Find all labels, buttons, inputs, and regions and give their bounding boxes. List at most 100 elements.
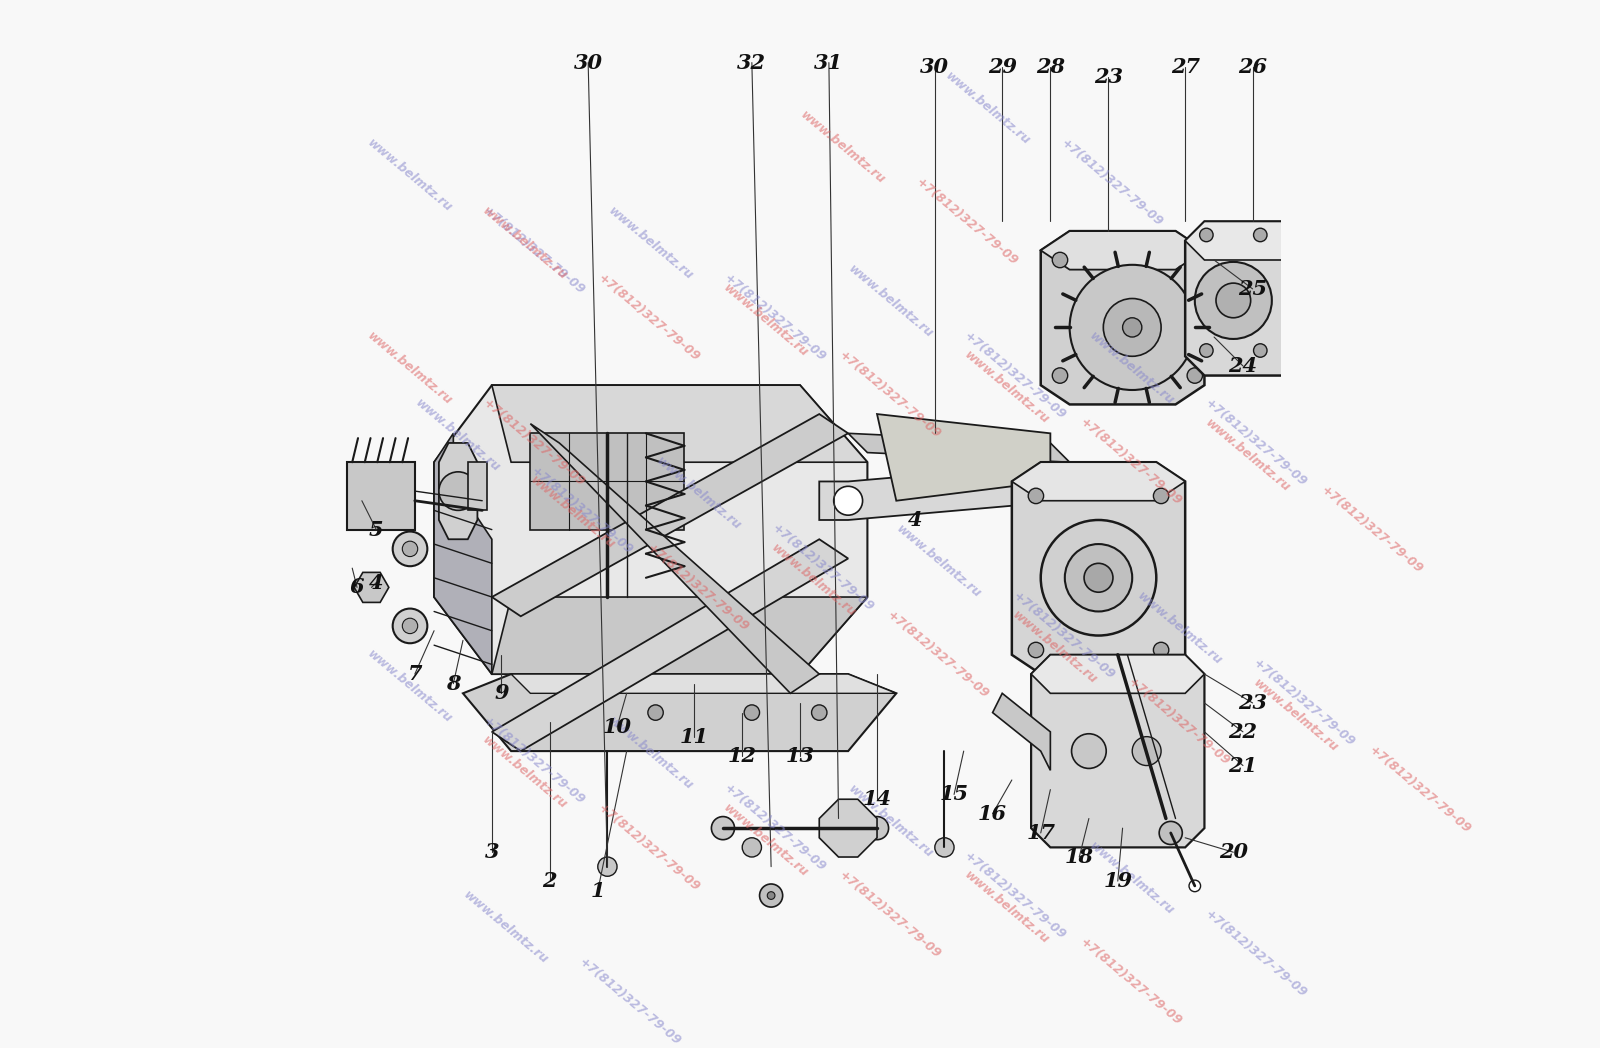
Circle shape [866,816,888,839]
Text: +7(812)327-79-09: +7(812)327-79-09 [1077,936,1184,1029]
Text: +7(812)327-79-09: +7(812)327-79-09 [722,271,829,365]
Text: +7(812)327-79-09: +7(812)327-79-09 [1203,397,1309,489]
Polygon shape [491,540,848,751]
Polygon shape [510,674,896,694]
Circle shape [1058,470,1082,493]
Polygon shape [877,414,1050,501]
Circle shape [1216,283,1251,318]
Text: 29: 29 [987,58,1016,78]
Circle shape [1123,318,1142,337]
Text: 17: 17 [1026,823,1056,843]
Circle shape [1133,737,1162,765]
Text: 30: 30 [574,52,603,72]
Circle shape [402,541,418,556]
Text: 1: 1 [590,880,605,900]
Text: 8: 8 [446,674,461,694]
Polygon shape [530,433,685,529]
Text: 28: 28 [1035,58,1066,78]
Circle shape [598,857,618,876]
Polygon shape [819,462,1070,520]
Text: +7(812)327-79-09: +7(812)327-79-09 [1203,908,1309,1000]
Text: www.belmtz.ru: www.belmtz.ru [480,204,570,283]
Polygon shape [1030,655,1205,848]
Text: www.belmtz.ru: www.belmtz.ru [654,455,744,532]
Circle shape [1072,734,1106,768]
Text: 23: 23 [1238,693,1267,713]
Circle shape [402,618,418,634]
Polygon shape [992,694,1050,770]
Polygon shape [491,597,867,674]
Circle shape [1066,544,1133,611]
Text: +7(812)327-79-09: +7(812)327-79-09 [722,782,829,875]
Polygon shape [1040,232,1205,405]
Text: www.belmtz.ru: www.belmtz.ru [846,262,936,341]
Text: +7(812)327-79-09: +7(812)327-79-09 [1318,483,1426,576]
Polygon shape [819,800,877,857]
Circle shape [1154,488,1170,504]
Text: 24: 24 [1229,356,1258,376]
Circle shape [1053,253,1067,267]
Text: 5: 5 [370,520,384,540]
Text: 23: 23 [1094,67,1123,87]
Text: +7(812)327-79-09: +7(812)327-79-09 [1077,416,1184,508]
Text: +7(812)327-79-09: +7(812)327-79-09 [962,849,1069,942]
Circle shape [1158,822,1182,845]
Text: 11: 11 [680,726,709,746]
Text: 3: 3 [485,843,499,863]
Text: www.belmtz.ru: www.belmtz.ru [770,541,859,619]
Polygon shape [1030,655,1205,694]
Circle shape [1053,368,1067,384]
Text: +7(812)327-79-09: +7(812)327-79-09 [480,204,587,297]
Text: 19: 19 [1104,871,1133,891]
Text: +7(812)327-79-09: +7(812)327-79-09 [1058,137,1165,230]
Text: www.belmtz.ru: www.belmtz.ru [605,715,696,792]
Text: +7(812)327-79-09: +7(812)327-79-09 [595,802,702,894]
Circle shape [1189,880,1200,892]
Polygon shape [491,386,867,462]
Text: +7(812)327-79-09: +7(812)327-79-09 [885,609,992,701]
Polygon shape [354,572,389,603]
Text: www.belmtz.ru: www.belmtz.ru [365,137,454,215]
Circle shape [392,531,427,566]
Circle shape [1187,368,1203,384]
Circle shape [1070,265,1195,390]
Text: www.belmtz.ru: www.belmtz.ru [1010,609,1099,686]
Polygon shape [491,414,848,616]
Circle shape [1195,262,1272,339]
Polygon shape [438,443,477,540]
Text: 10: 10 [603,717,632,737]
Circle shape [760,883,782,908]
Polygon shape [1011,462,1186,501]
Text: 16: 16 [978,804,1006,824]
Text: +7(812)327-79-09: +7(812)327-79-09 [480,397,587,489]
Text: www.belmtz.ru: www.belmtz.ru [1251,676,1341,755]
Circle shape [438,472,477,510]
Text: 15: 15 [939,784,968,805]
Text: +7(812)327-79-09: +7(812)327-79-09 [1251,657,1358,749]
Text: www.belmtz.ru: www.belmtz.ru [528,474,618,552]
Text: +7(812)327-79-09: +7(812)327-79-09 [645,541,750,634]
Text: +7(812)327-79-09: +7(812)327-79-09 [770,522,877,615]
Text: 4: 4 [909,510,923,530]
Text: www.belmtz.ru: www.belmtz.ru [461,888,550,966]
Polygon shape [434,433,491,674]
Polygon shape [462,674,896,751]
Circle shape [1154,642,1170,658]
Text: 27: 27 [1171,58,1200,78]
Circle shape [552,705,566,720]
Text: 9: 9 [494,683,509,703]
Polygon shape [467,462,486,510]
Polygon shape [1186,221,1301,260]
Polygon shape [1011,462,1186,674]
Text: 25: 25 [1238,279,1267,299]
Polygon shape [1186,221,1301,375]
Text: +7(812)327-79-09: +7(812)327-79-09 [1366,743,1474,836]
Text: +7(812)327-79-09: +7(812)327-79-09 [1010,589,1117,682]
Polygon shape [848,433,1070,462]
Circle shape [934,837,954,857]
Text: www.belmtz.ru: www.belmtz.ru [605,204,696,283]
Circle shape [742,837,762,857]
Text: www.belmtz.ru: www.belmtz.ru [1086,839,1176,918]
Text: 21: 21 [1229,756,1258,776]
Text: www.belmtz.ru: www.belmtz.ru [962,869,1051,947]
